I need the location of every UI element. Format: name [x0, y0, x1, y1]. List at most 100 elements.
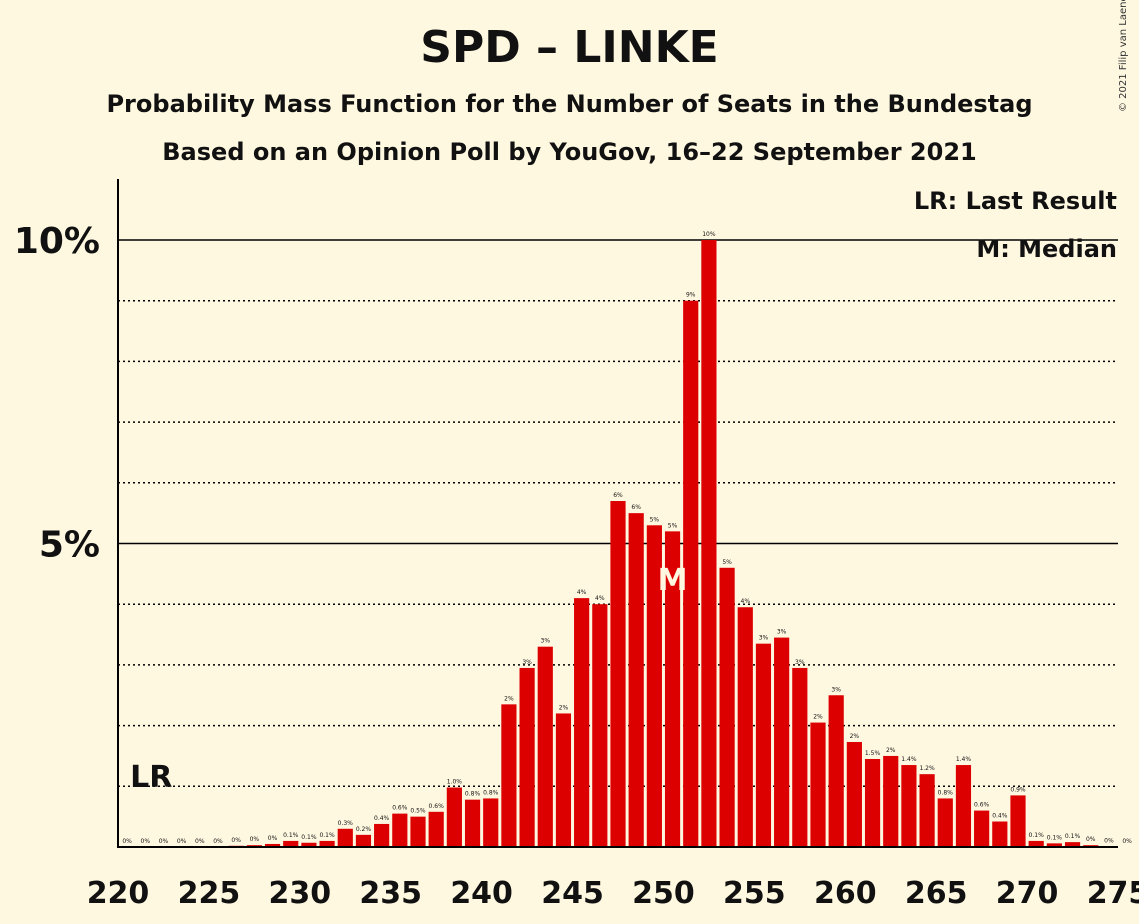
bar — [683, 300, 699, 847]
chart-title: SPD – LINKE — [420, 22, 719, 73]
bar-value-label: 0% — [1104, 837, 1114, 844]
bar — [283, 840, 299, 847]
bar-value-label: 0.3% — [338, 820, 354, 827]
bar-value-label: 0.8% — [938, 789, 954, 796]
bar-value-label: 0.1% — [1029, 832, 1045, 839]
bar-value-label: 10% — [702, 231, 716, 238]
bar-value-label: 0% — [122, 838, 132, 845]
bar — [392, 813, 408, 847]
bar-value-label: 0% — [1122, 838, 1132, 845]
bar-value-label: 1.0% — [447, 779, 463, 786]
bar — [774, 637, 790, 847]
x-tick-label: 265 — [905, 876, 968, 911]
bar — [1028, 840, 1044, 847]
bar-value-label: 0% — [213, 838, 223, 845]
chart-source-line: Based on an Opinion Poll by YouGov, 16–2… — [162, 138, 977, 166]
bar — [574, 598, 590, 847]
bar-value-label: 5% — [722, 559, 732, 566]
bar-value-label: 6% — [631, 504, 641, 511]
bar-value-label: 0.8% — [483, 789, 499, 796]
bar-value-label: 6% — [613, 492, 623, 499]
bar-value-label: 0.1% — [283, 832, 299, 839]
last-result-marker: LR — [130, 760, 172, 795]
bar — [319, 840, 335, 847]
bar-value-label: 0.9% — [1010, 786, 1026, 793]
bar — [901, 765, 917, 847]
x-tick-label: 275 — [1087, 876, 1139, 911]
bar-value-label: 3% — [759, 635, 769, 642]
bar — [464, 799, 481, 847]
bar — [937, 798, 953, 847]
bar-value-label: 2% — [850, 733, 860, 740]
bar — [501, 704, 517, 847]
bar — [974, 810, 990, 847]
bar-value-label: 0.1% — [301, 834, 317, 841]
bar — [610, 501, 626, 847]
bar — [1046, 843, 1062, 847]
x-tick-label: 235 — [359, 876, 422, 911]
bar — [628, 513, 644, 847]
bar — [264, 843, 281, 847]
bar — [592, 604, 608, 847]
bar-value-label: 3% — [831, 686, 841, 693]
bar — [301, 842, 317, 847]
bar — [719, 567, 735, 847]
bar-value-label: 1.5% — [865, 750, 881, 757]
y-tick-label: 5% — [39, 525, 100, 566]
bar — [810, 722, 826, 847]
bar — [1010, 795, 1026, 847]
bar-value-label: 0.4% — [374, 815, 390, 822]
x-tick-label: 245 — [541, 876, 604, 911]
x-tick-label: 250 — [632, 876, 695, 911]
bar-value-label: 0.4% — [992, 813, 1008, 820]
bar — [737, 607, 753, 847]
bar — [483, 798, 499, 847]
bar — [883, 755, 899, 847]
bar-value-label: 0.1% — [319, 832, 335, 839]
bar-value-label: 0.2% — [356, 826, 372, 833]
bar-value-label: 3% — [777, 629, 787, 636]
bar-value-label: 2% — [886, 747, 896, 754]
bar-value-label: 0% — [159, 838, 169, 845]
bar — [664, 531, 681, 847]
bar — [537, 646, 553, 847]
bar — [446, 787, 462, 847]
bar-value-label: 3% — [541, 638, 551, 645]
x-tick-label: 260 — [814, 876, 877, 911]
bar — [864, 758, 881, 847]
bar — [428, 811, 444, 847]
bar-value-label: 0.5% — [410, 808, 426, 815]
bar-value-label: 0.6% — [974, 802, 990, 809]
x-tick-label: 255 — [723, 876, 786, 911]
bar — [792, 667, 808, 847]
bar-value-label: 2% — [813, 714, 823, 721]
bar — [519, 667, 535, 847]
x-tick-label: 240 — [450, 876, 513, 911]
bar — [337, 828, 353, 847]
bar — [555, 713, 572, 847]
bar — [919, 774, 935, 847]
bar-value-label: 2% — [504, 695, 514, 702]
bar-value-label: 0.8% — [465, 791, 481, 798]
x-tick-label: 230 — [269, 876, 332, 911]
bar — [955, 765, 972, 847]
bar-value-label: 0% — [268, 835, 278, 842]
median-marker: M — [658, 563, 688, 598]
bar-value-label: 3% — [522, 659, 532, 666]
bar-value-label: 5% — [650, 516, 660, 523]
bar-value-label: 0% — [177, 838, 187, 845]
bar-value-label: 0% — [1086, 836, 1096, 843]
bar-value-label: 4% — [741, 598, 751, 605]
legend-last-result: LR: Last Result — [914, 187, 1117, 215]
bar — [374, 823, 390, 847]
x-tick-label: 220 — [87, 876, 150, 911]
bar-value-label: 4% — [577, 589, 587, 596]
bar-value-label: 9% — [686, 292, 696, 299]
bar-value-label: 5% — [668, 522, 678, 529]
bar — [755, 643, 772, 847]
bar-value-label: 0.1% — [1065, 833, 1081, 840]
bar-value-label: 0% — [250, 836, 260, 843]
bar-value-label: 4% — [595, 595, 605, 602]
bar-value-label: 0.6% — [392, 805, 408, 812]
